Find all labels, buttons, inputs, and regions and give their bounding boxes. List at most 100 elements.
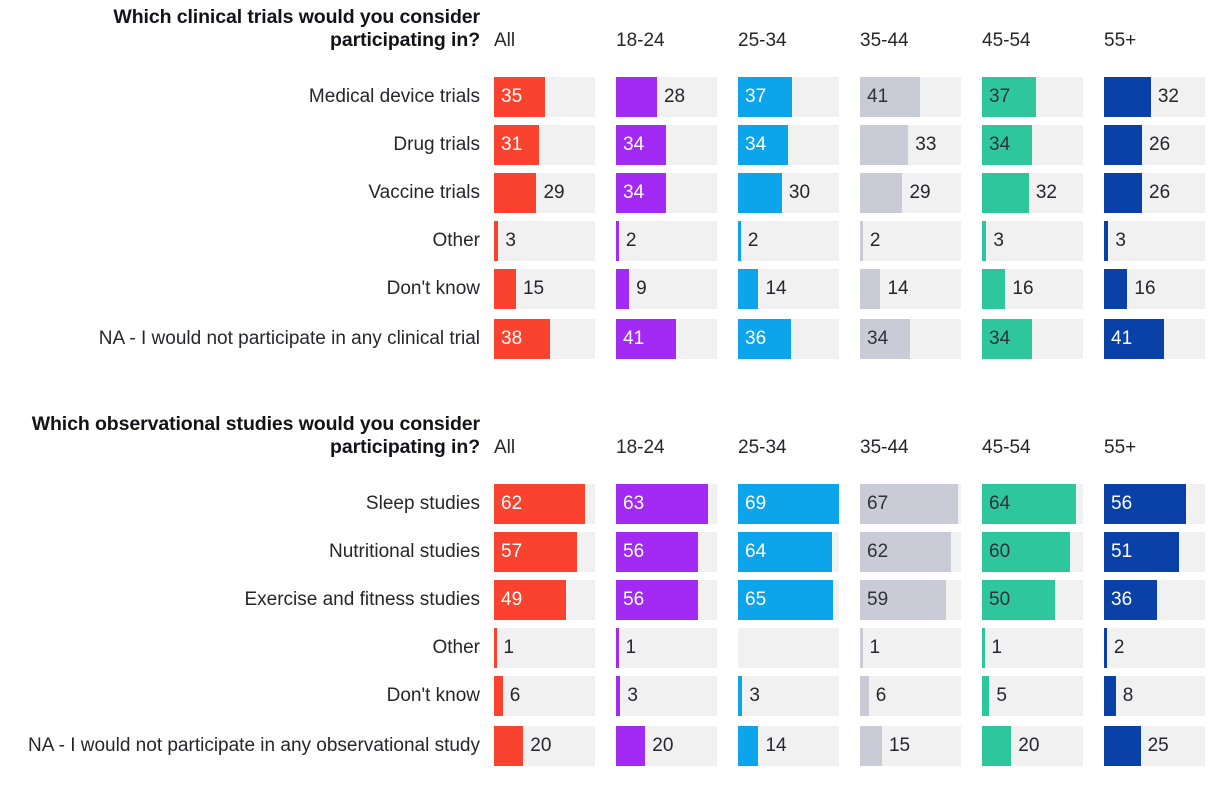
bar-track: 20 [616,726,717,766]
value-label: 62 [501,493,523,514]
bar-25-34: 64 [738,532,832,572]
bar-cell: 36 [738,319,839,359]
bar-track: 30 [738,173,839,213]
bar-18-24 [616,221,619,261]
bar-cell: 36 [1104,580,1205,620]
bar-all: 49 [494,580,566,620]
bar-track: 1 [616,628,717,668]
bar-all [494,221,499,261]
column-header: 18-24 [616,437,665,458]
bar-25-34 [738,173,782,213]
bar-cell: 16 [1104,269,1205,309]
bar-track: 50 [982,580,1083,620]
bar-25-34: 36 [738,319,791,359]
value-label: 31 [501,134,523,155]
value-label: 16 [1134,278,1156,299]
bar-55+: 51 [1104,532,1179,572]
bar-track: 3 [494,221,595,261]
section-title: Which clinical trials would you consider… [113,6,480,51]
bar-25-34 [738,726,759,766]
bar-45-54 [982,726,1012,766]
value-label: 6 [875,685,887,706]
column-header: All [494,30,516,51]
bar-track: 49 [494,580,595,620]
bar-55+ [1104,628,1107,668]
bar-all [494,676,503,716]
bar-cell: 34 [616,173,717,213]
bar-cell: 56 [1104,484,1205,524]
chart-row: Don't know 6 3 3 6 5 8 [0,676,1220,716]
bar-track: 34 [738,125,839,165]
chart-row: Other 3 2 2 2 3 3 [0,221,1220,261]
value-label: 56 [623,541,645,562]
section-clinical-trials: Which clinical trials would you consider… [0,6,1220,359]
bar-35-44: 62 [860,532,951,572]
bar-18-24 [616,676,621,716]
bar-track: 26 [1104,173,1205,213]
bar-cell: 67 [860,484,961,524]
bar-cell: 8 [1104,676,1205,716]
value-label: 20 [1018,735,1040,756]
bar-track: 36 [1104,580,1205,620]
row-label: Other [432,637,480,658]
bar-track: 14 [738,269,839,309]
chart-row: Medical device trials 35 28 37 41 37 32 [0,77,1220,117]
row-label: Drug trials [393,134,480,155]
value-label: 59 [867,589,889,610]
bar-track: 16 [982,269,1083,309]
bar-cell: 59 [860,580,961,620]
value-label: 34 [623,182,645,203]
bar-track: 29 [860,173,961,213]
bar-track: 26 [1104,125,1205,165]
column-header: 35-44 [860,30,909,51]
row-label: Don't know [386,685,480,706]
bar-35-44 [860,269,881,309]
bar-cell: 57 [494,532,595,572]
bar-track: 41 [1104,319,1205,359]
bar-track: 16 [1104,269,1205,309]
chart-rows: Sleep studies 62 63 69 67 64 56 Nutritional stu… [0,484,1220,766]
bar-cell: 41 [860,77,961,117]
bar-track: 9 [616,269,717,309]
bar-track: 15 [860,726,961,766]
value-label: 6 [509,685,521,706]
bar-track: 5 [982,676,1083,716]
value-label: 2 [1113,637,1125,658]
row-label: Sleep studies [365,493,480,514]
bar-25-34 [738,269,759,309]
bar-18-24: 41 [616,319,676,359]
bar-cell: 30 [738,173,839,213]
bar-all [494,726,524,766]
bar-track: 56 [616,580,717,620]
bar-18-24: 56 [616,580,698,620]
bar-25-34: 34 [738,125,788,165]
bar-track: 2 [1104,628,1205,668]
bar-cell: 34 [616,125,717,165]
chart-row: Other 1 1 1 1 2 [0,628,1220,668]
bar-track: 28 [616,77,717,117]
bar-track: 14 [738,726,839,766]
chart-row: Vaccine trials 29 34 30 29 32 26 [0,173,1220,213]
column-header: 35-44 [860,437,909,458]
bar-35-44 [860,726,882,766]
bar-45-54 [982,676,990,716]
bar-35-44 [860,125,909,165]
value-label: 64 [745,541,767,562]
value-label: 49 [501,589,523,610]
bar-track: 6 [860,676,961,716]
bar-35-44: 67 [860,484,959,524]
value-label: 16 [1012,278,1034,299]
row-label: NA - I would not participate in any clin… [98,328,480,349]
bar-cell: 65 [738,580,839,620]
bar-all [494,269,516,309]
bar-cell [738,628,839,668]
bar-track: 60 [982,532,1083,572]
bar-18-24: 34 [616,125,666,165]
column-header: 55+ [1104,30,1137,51]
value-label: 2 [747,230,759,251]
column-header: 18-24 [616,30,665,51]
bar-55+ [1104,125,1143,165]
chart-row: NA - I would not participate in any obse… [0,726,1220,766]
value-label: 56 [623,589,645,610]
value-label: 41 [623,328,645,349]
